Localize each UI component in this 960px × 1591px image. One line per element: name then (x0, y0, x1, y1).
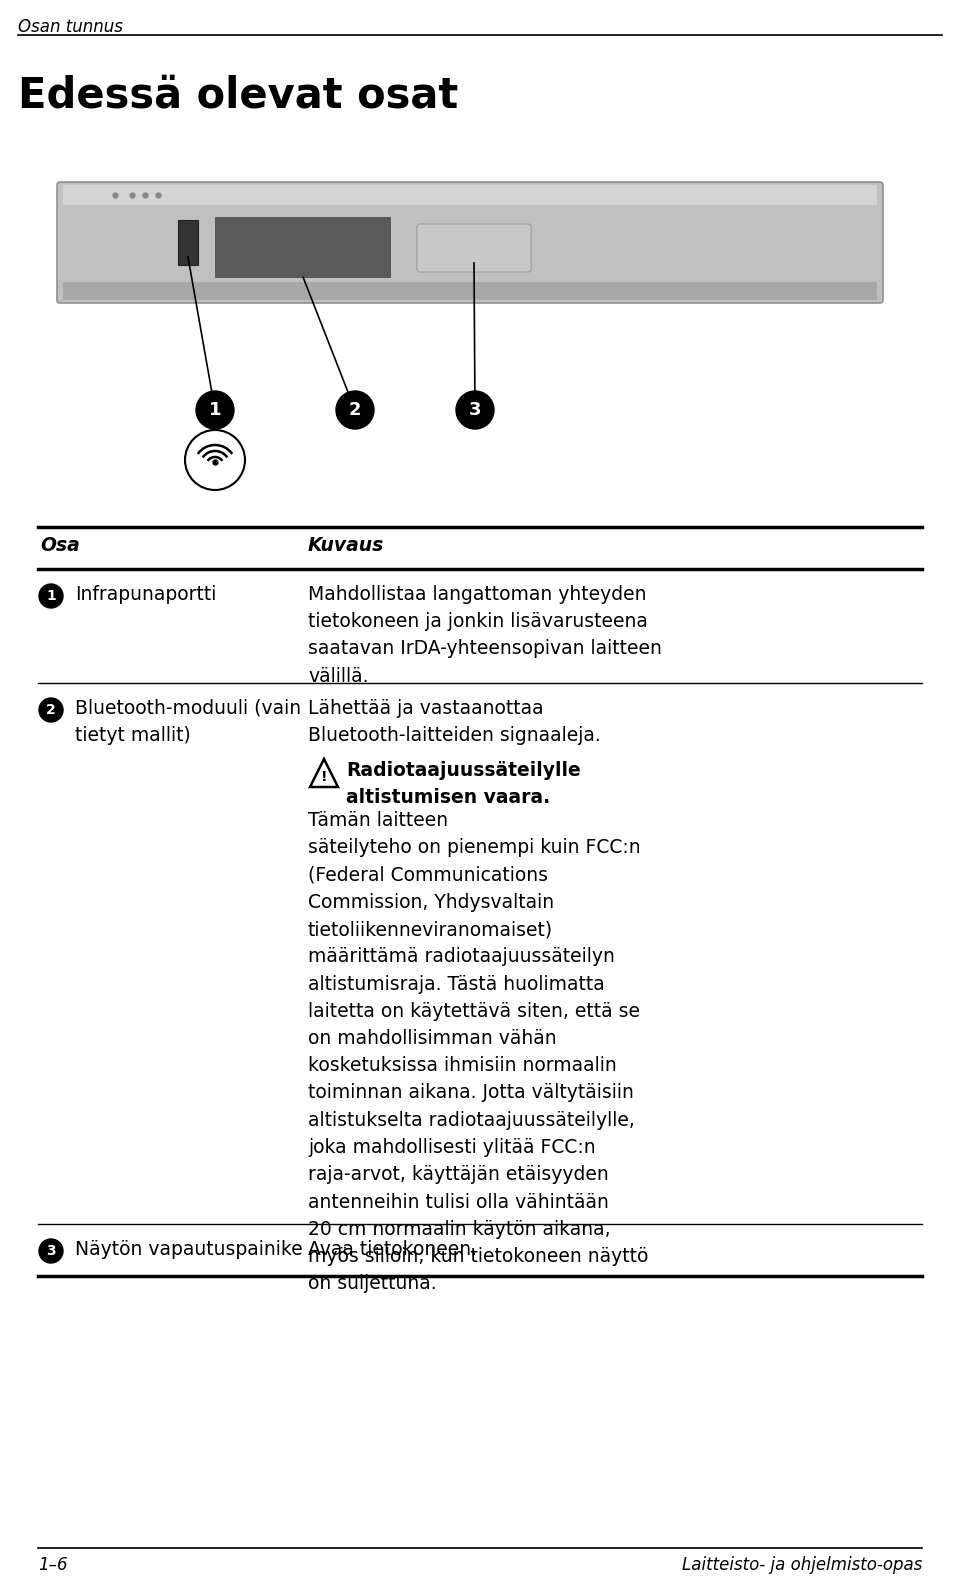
Text: Avaa tietokoneen.: Avaa tietokoneen. (308, 1239, 477, 1258)
Text: Laitteisto- ja ohjelmisto-opas: Laitteisto- ja ohjelmisto-opas (682, 1556, 922, 1573)
Text: Radiotaajuussäteilylle
altistumisen vaara.: Radiotaajuussäteilylle altistumisen vaar… (346, 760, 581, 807)
Bar (63, 185, 877, 205)
Circle shape (336, 391, 374, 430)
Bar (215, 216, 390, 277)
Text: !: ! (321, 770, 327, 784)
Circle shape (39, 584, 63, 608)
Text: Näytön vapautuspainike: Näytön vapautuspainike (75, 1239, 302, 1258)
Text: 2: 2 (46, 703, 56, 718)
Text: 1: 1 (46, 589, 56, 603)
Text: Osa: Osa (40, 536, 80, 555)
Text: 1: 1 (208, 401, 221, 418)
Circle shape (39, 698, 63, 722)
Text: Bluetooth-moduuli (vain
tietyt mallit): Bluetooth-moduuli (vain tietyt mallit) (75, 698, 301, 745)
Bar (178, 220, 198, 266)
Circle shape (196, 391, 234, 430)
Text: Osan tunnus: Osan tunnus (18, 18, 123, 37)
FancyBboxPatch shape (417, 224, 531, 272)
Circle shape (39, 1239, 63, 1263)
Text: 1–6: 1–6 (38, 1556, 67, 1573)
Text: 3: 3 (468, 401, 481, 418)
Text: Tämän laitteen
säteilyteho on pienempi kuin FCC:n
(Federal Communications
Commis: Tämän laitteen säteilyteho on pienempi k… (308, 811, 648, 1293)
Text: Infrapunaportti: Infrapunaportti (75, 585, 216, 605)
Text: 2: 2 (348, 401, 361, 418)
Text: Edessä olevat osat: Edessä olevat osat (18, 75, 458, 118)
Text: Kuvaus: Kuvaus (308, 536, 384, 555)
Text: Lähettää ja vastaanottaa
Bluetooth-laitteiden signaaleja.: Lähettää ja vastaanottaa Bluetooth-laitt… (308, 698, 601, 745)
Text: Mahdollistaa langattoman yhteyden
tietokoneen ja jonkin lisävarusteena
saatavan : Mahdollistaa langattoman yhteyden tietok… (308, 585, 661, 686)
Bar (63, 282, 877, 301)
FancyBboxPatch shape (57, 181, 883, 302)
Text: 3: 3 (46, 1244, 56, 1258)
Circle shape (456, 391, 494, 430)
